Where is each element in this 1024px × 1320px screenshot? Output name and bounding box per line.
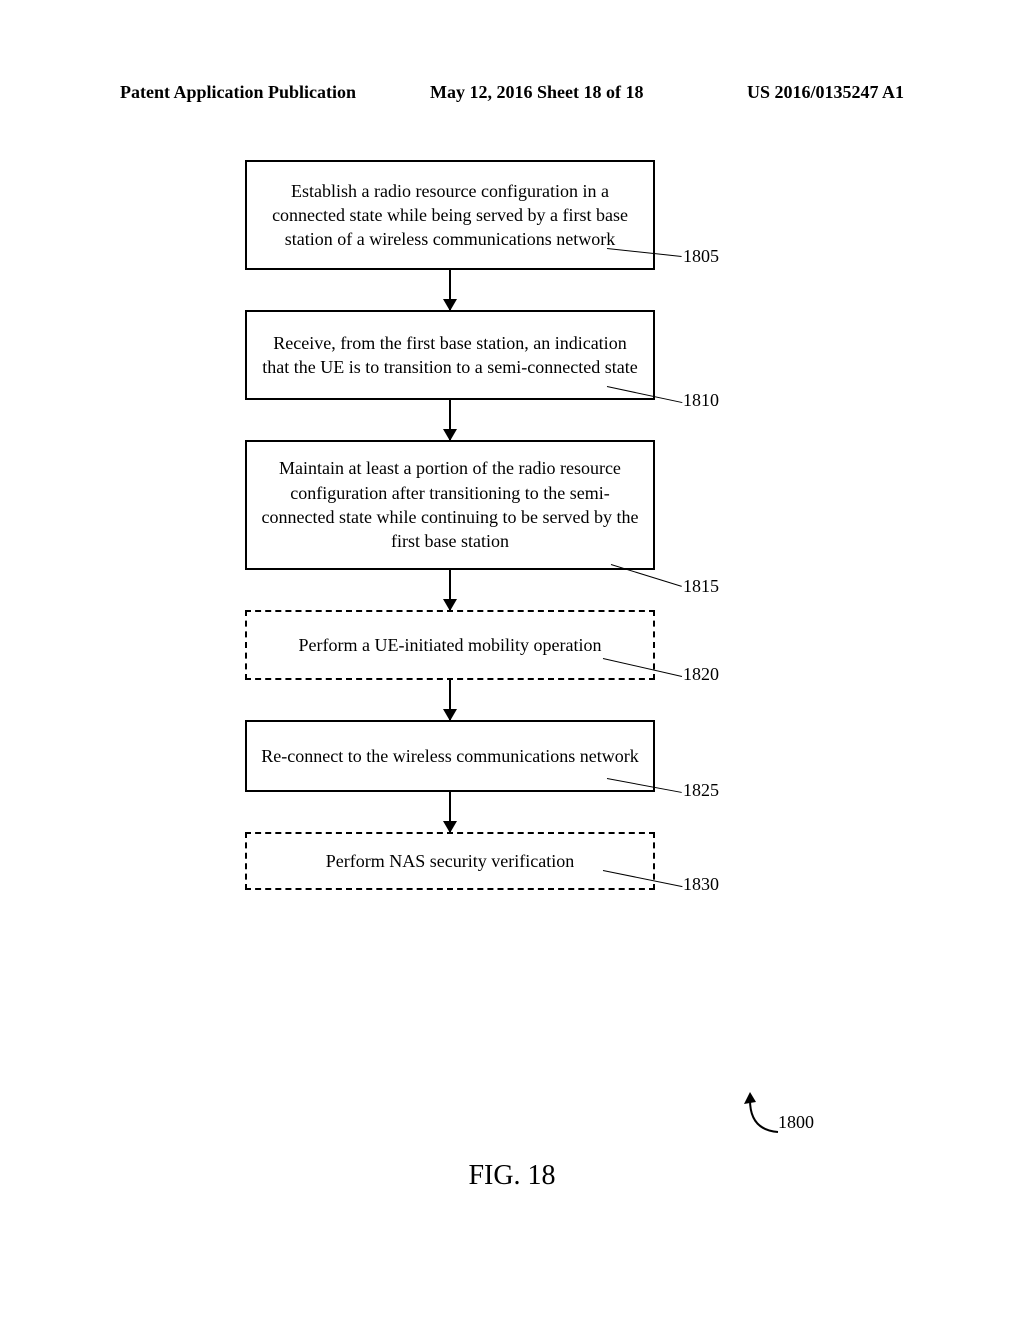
reference-connector-line bbox=[607, 386, 682, 403]
reference-number: 1810 bbox=[683, 388, 719, 412]
header-center: May 12, 2016 Sheet 18 of 18 bbox=[430, 82, 643, 103]
reference-number: 1830 bbox=[683, 872, 719, 896]
flowchart-arrow bbox=[449, 400, 451, 440]
flowchart-box-text: Receive, from the first base station, an… bbox=[261, 331, 639, 380]
reference-number: 1815 bbox=[683, 574, 719, 598]
flowchart-box-text: Establish a radio resource configuration… bbox=[261, 179, 639, 252]
reference-number: 1820 bbox=[683, 662, 719, 686]
figure-reference-label: 1800 bbox=[778, 1112, 814, 1133]
flowchart-arrow bbox=[449, 792, 451, 832]
header-right: US 2016/0135247 A1 bbox=[747, 82, 904, 103]
reference-number: 1805 bbox=[683, 244, 719, 268]
reference-connector-line bbox=[611, 564, 682, 587]
flowchart-box-b2: Receive, from the first base station, an… bbox=[245, 310, 655, 400]
flowchart-box-b4: Perform a UE-initiated mobility operatio… bbox=[245, 610, 655, 680]
page-header: Patent Application Publication May 12, 2… bbox=[0, 82, 1024, 103]
flowchart-box-b6: Perform NAS security verification1830 bbox=[245, 832, 655, 890]
figure-caption: FIG. 18 bbox=[0, 1160, 1024, 1192]
flowchart-box-text: Perform a UE-initiated mobility operatio… bbox=[299, 633, 602, 657]
flowchart-arrow bbox=[449, 270, 451, 310]
flowchart-box-b3: Maintain at least a portion of the radio… bbox=[245, 440, 655, 570]
reference-connector-line bbox=[607, 778, 682, 793]
flowchart-box-text: Re-connect to the wireless communication… bbox=[261, 744, 638, 768]
flowchart-arrow bbox=[449, 680, 451, 720]
flowchart-box-text: Maintain at least a portion of the radio… bbox=[261, 456, 639, 553]
reference-connector-line bbox=[607, 248, 682, 257]
reference-connector-line bbox=[603, 870, 682, 887]
flowchart-arrow bbox=[449, 570, 451, 610]
reference-number: 1825 bbox=[683, 778, 719, 802]
flowchart-diagram: Establish a radio resource configuration… bbox=[245, 160, 655, 890]
figure-reference-arrow bbox=[742, 1090, 782, 1138]
reference-connector-line bbox=[603, 658, 682, 677]
header-left: Patent Application Publication bbox=[0, 82, 356, 103]
flowchart-box-b5: Re-connect to the wireless communication… bbox=[245, 720, 655, 792]
flowchart-box-b1: Establish a radio resource configuration… bbox=[245, 160, 655, 270]
flowchart-box-text: Perform NAS security verification bbox=[326, 849, 574, 873]
